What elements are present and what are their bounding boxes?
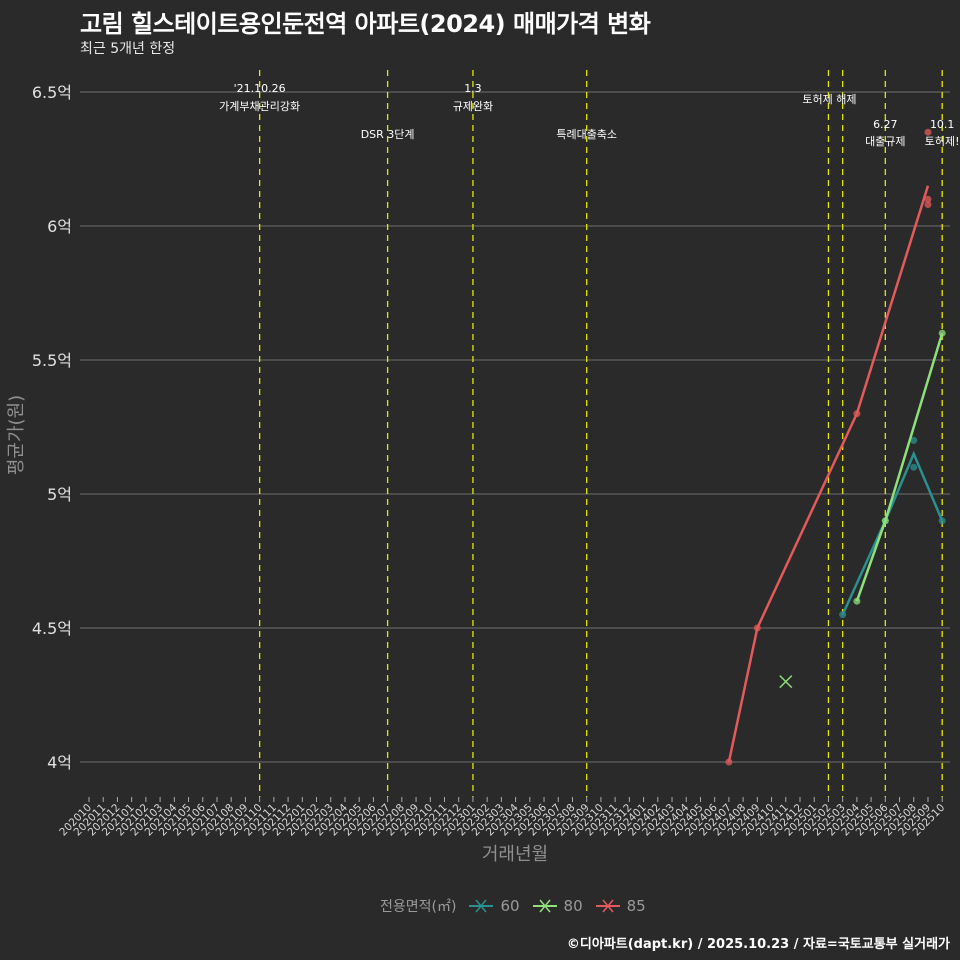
event-label: DSR 3단계 — [361, 128, 415, 141]
data-point-60 — [839, 611, 847, 619]
data-point-85 — [753, 624, 761, 632]
y-axis-labels: 4억 4.5억 5억 5.5억 6억 6.5억 — [32, 83, 72, 772]
legend-key-80-icon — [532, 899, 557, 913]
policy-event-lines — [258, 70, 943, 797]
event-label: 특례대출축소 — [556, 128, 617, 141]
legend: 전용면적(㎡) 60 80 85 — [380, 896, 646, 916]
event-date: 6.27 — [873, 118, 898, 131]
series-line-60 — [841, 450, 944, 616]
data-point-85 — [924, 201, 932, 209]
event-date: 10.1 — [930, 118, 955, 131]
series-line-85 — [727, 185, 930, 763]
y-tick-label: 4.5억 — [32, 619, 72, 638]
y-tick-label: 4억 — [47, 753, 72, 772]
event-label: 대출규제 — [865, 135, 905, 148]
event-label: 가계부채관리강화 — [219, 100, 300, 113]
data-point-60 — [938, 517, 946, 525]
data-point-85 — [853, 410, 861, 418]
y-gridlines — [80, 91, 950, 763]
chart-title: 고림 힐스테이트용인둔전역 아파트(2024) 매매가격 변화 — [80, 10, 651, 38]
data-point-60 — [910, 463, 918, 471]
legend-title: 전용면적(㎡) — [380, 899, 457, 915]
y-tick-label: 5억 — [47, 485, 72, 504]
x-axis-ticks: 2020102020112020122021012021022021032021… — [57, 797, 947, 838]
legend-item-80: 80 — [532, 897, 583, 915]
legend-key-85-icon — [595, 899, 620, 913]
data-series — [725, 128, 946, 766]
y-tick-label: 6.5억 — [32, 83, 72, 102]
data-point-85 — [924, 195, 932, 203]
legend-item-60: 60 — [468, 897, 520, 915]
event-date: '21.10.26 — [234, 82, 286, 95]
data-point-60 — [910, 436, 918, 444]
data-point-80 — [881, 517, 889, 525]
x-marker-icon — [779, 675, 793, 689]
legend-key-60-icon — [469, 899, 494, 913]
event-label: 토허제 해제 — [802, 92, 856, 106]
data-point-80 — [938, 329, 946, 337]
event-label: 규제완화 — [453, 100, 493, 113]
y-tick-label: 5.5억 — [32, 351, 72, 370]
x-axis-title: 거래년월 — [482, 844, 548, 865]
y-tick-label: 6억 — [47, 217, 72, 236]
y-axis-title: 평균가(원) — [6, 395, 27, 475]
data-point-80 — [853, 597, 861, 605]
legend-item-85: 85 — [595, 897, 646, 915]
event-date: 1.3 — [464, 82, 482, 95]
data-point-85 — [725, 758, 733, 766]
chart-subtitle: 최근 5개년 한정 — [80, 41, 176, 57]
data-point-85 — [924, 128, 932, 136]
event-label: 토허제! — [925, 135, 960, 148]
source-caption: ©디아파트(dapt.kr) / 2025.10.23 / 자료=국토교통부 실… — [566, 937, 950, 952]
